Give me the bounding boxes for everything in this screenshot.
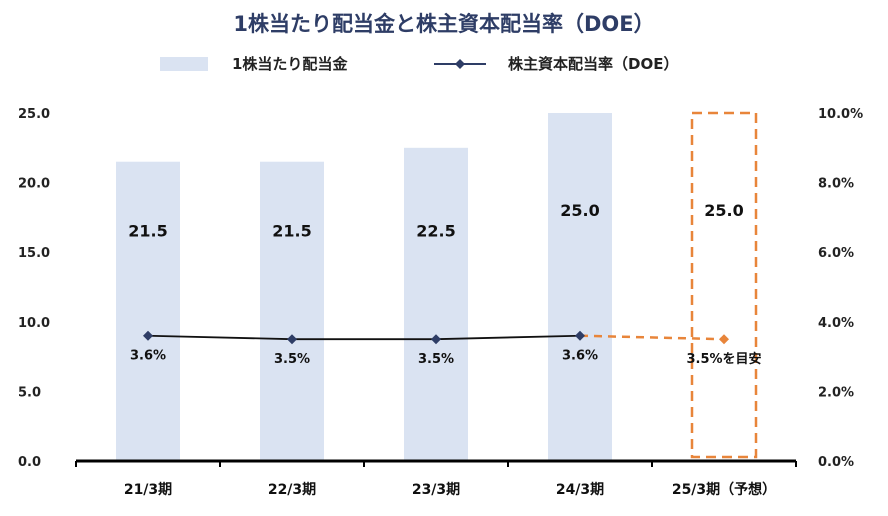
doe-label-1: 3.6% — [130, 349, 166, 364]
doe-forecast-point — [719, 334, 729, 345]
y-left-tick-label-1: 5.0 — [18, 385, 41, 400]
legend-line-label: 株主資本配当率（DOE） — [508, 55, 678, 73]
dividend-bar-3 — [404, 147, 468, 462]
y-right-tick-label-5: 10.0% — [818, 107, 863, 122]
doe-point-3 — [431, 334, 441, 345]
category-label-3: 23/3期 — [412, 482, 460, 498]
doe-forecast-line — [579, 334, 725, 341]
dividend-bar-label-3: 22.5 — [416, 221, 455, 240]
dividend-bar-label-2: 21.5 — [272, 221, 311, 240]
legend-line-marker — [455, 59, 465, 69]
category-label-2: 22/3期 — [268, 482, 316, 498]
y-left-tick-label-0: 0.0 — [18, 455, 41, 470]
y-right-tick-label-4: 8.0% — [818, 177, 854, 192]
forecast-dividend-label: 25.0 — [704, 201, 743, 220]
doe-label-3: 3.5% — [418, 352, 454, 367]
y-right-tick-label-2: 4.0% — [818, 316, 854, 331]
y-left-tick-label-4: 20.0 — [18, 177, 50, 192]
doe-point-2 — [287, 334, 297, 345]
doe-label-2: 3.5% — [274, 352, 310, 367]
doe-point-4 — [575, 330, 585, 341]
y-left-tick-label-2: 10.0 — [18, 316, 50, 331]
chart-title: 1株当たり配当金と株主資本配当率（DOE） — [233, 12, 654, 36]
dividend-bar-4 — [548, 113, 612, 461]
y-right-tick-label-3: 6.0% — [818, 246, 854, 261]
legend-bar-swatch — [160, 57, 208, 71]
doe-line — [147, 334, 581, 341]
dividend-bar-label-1: 21.5 — [128, 221, 167, 240]
dividend-bar-1 — [116, 161, 180, 461]
dividend-bar-label-4: 25.0 — [560, 201, 599, 220]
dividend-bar-2 — [260, 161, 324, 461]
forecast-dividend-box — [690, 111, 758, 459]
doe-forecast-label: 3.5%を目安 — [686, 351, 761, 367]
doe-label-4: 3.6% — [562, 349, 598, 364]
category-label-4: 24/3期 — [556, 482, 604, 498]
legend: 1株当たり配当金 株主資本配当率（DOE） — [160, 55, 678, 73]
y-right-tick-label-0: 0.0% — [818, 455, 854, 470]
category-label-5: 25/3期（予想） — [672, 481, 776, 498]
plot-area: 21.5 21.5 22.5 25.0 25.0 0.0 5.0 10.0 15.0 20.0 25… — [18, 107, 863, 498]
doe-point-1 — [143, 330, 153, 341]
y-left-tick-label-3: 15.0 — [18, 246, 50, 261]
y-left-tick-label-5: 25.0 — [18, 107, 50, 122]
category-label-1: 21/3期 — [124, 482, 172, 498]
legend-bar-label: 1株当たり配当金 — [232, 55, 348, 73]
y-right-tick-label-1: 2.0% — [818, 385, 854, 400]
